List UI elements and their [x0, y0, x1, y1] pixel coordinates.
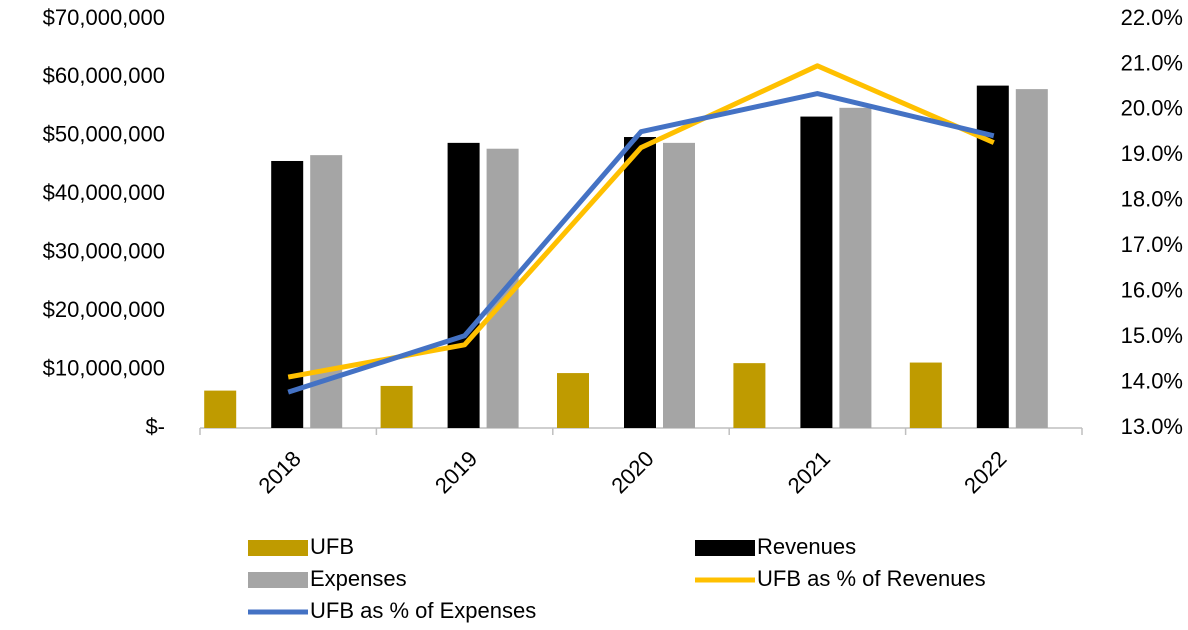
bar [1015, 89, 1048, 428]
legend-label: UFB as % of Revenues [757, 566, 986, 591]
y2-tick-label: 20.0% [1121, 96, 1183, 121]
y2-tick-label: 19.0% [1121, 141, 1183, 166]
bar [663, 142, 695, 428]
bar [624, 137, 656, 429]
legend-label: UFB [310, 534, 354, 559]
bar [271, 160, 304, 428]
bar [557, 373, 589, 428]
bar [204, 390, 237, 428]
legend-swatch [248, 572, 308, 588]
bar [310, 155, 343, 429]
legend-label: Expenses [310, 566, 407, 591]
y2-tick-label: 21.0% [1121, 50, 1183, 75]
bar [909, 362, 942, 428]
y2-tick-label: 22.0% [1121, 5, 1183, 30]
y2-tick-label: 18.0% [1121, 187, 1183, 212]
line-series [287, 91, 995, 395]
x-tick-label: 2020 [606, 446, 658, 498]
y-tick-label: $10,000,000 [43, 355, 165, 380]
y-tick-label: $70,000,000 [43, 5, 165, 30]
legend-label: Revenues [757, 534, 856, 559]
y2-tick-label: 16.0% [1121, 277, 1183, 302]
bar [800, 116, 833, 428]
bar [447, 142, 480, 428]
legend-swatch [248, 540, 308, 556]
y2-tick-label: 14.0% [1121, 368, 1183, 393]
legend-swatch [695, 540, 755, 556]
y-tick-label: $50,000,000 [43, 122, 165, 147]
x-tick-label: 2022 [959, 446, 1011, 498]
bar [839, 107, 872, 428]
y2-tick-label: 13.0% [1121, 414, 1183, 439]
bar [380, 385, 413, 428]
x-tick-label: 2019 [430, 446, 482, 498]
x-tick-label: 2018 [254, 446, 306, 498]
y-tick-label: $40,000,000 [43, 180, 165, 205]
bar [733, 363, 766, 428]
y-tick-label: $30,000,000 [43, 239, 165, 264]
y-tick-label: $60,000,000 [43, 63, 165, 88]
legend-label: UFB as % of Expenses [310, 598, 536, 623]
x-tick-label: 2021 [783, 446, 835, 498]
y-tick-label: $- [145, 414, 165, 439]
y2-tick-label: 15.0% [1121, 323, 1183, 348]
y-tick-label: $20,000,000 [43, 297, 165, 322]
y2-tick-label: 17.0% [1121, 232, 1183, 257]
